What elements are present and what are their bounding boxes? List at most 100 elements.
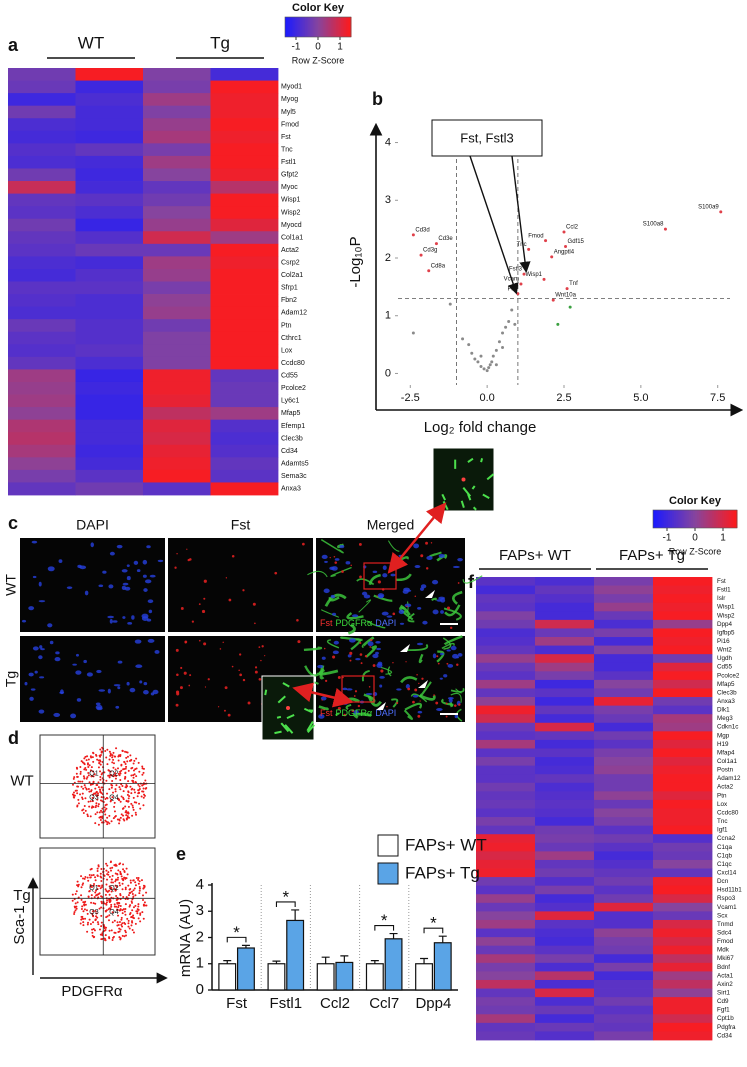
heat-cell (143, 130, 211, 144)
event (138, 787, 141, 790)
event (118, 819, 121, 822)
event (81, 780, 84, 783)
event (106, 878, 109, 881)
event (103, 937, 106, 940)
event (82, 921, 85, 924)
heat-cell (594, 602, 654, 612)
heat-cell (210, 80, 279, 94)
event (94, 806, 97, 809)
event (90, 806, 93, 809)
point-label: S100a8 (643, 222, 664, 228)
row-label: Axin2 (717, 981, 733, 988)
event (80, 915, 83, 918)
color-key-swatch (347, 17, 350, 37)
heat-cell (535, 868, 595, 878)
x-tick-label: Ccl7 (369, 995, 399, 1012)
color-key-swatch (667, 510, 671, 528)
event (92, 927, 95, 930)
heat-cell (8, 256, 76, 270)
speck (302, 542, 305, 546)
event (99, 778, 102, 781)
event (116, 921, 119, 924)
point (565, 287, 569, 291)
color-key-swatch (327, 17, 331, 37)
event (133, 759, 136, 762)
nucleus (127, 622, 133, 625)
nucleus (457, 653, 463, 657)
event (122, 790, 125, 793)
heat-cell (143, 80, 211, 94)
event (131, 921, 134, 924)
event (90, 874, 93, 877)
group-label: WT (78, 33, 104, 52)
nucleus (126, 564, 130, 568)
heat-cell (535, 602, 595, 612)
point (551, 298, 555, 302)
speck (198, 603, 201, 606)
fiber (274, 730, 282, 735)
fiber (307, 724, 315, 733)
event (77, 798, 80, 801)
roi-box (363, 562, 397, 590)
event (95, 912, 98, 915)
event (76, 785, 79, 788)
fiber (450, 687, 465, 693)
heat-cell (535, 885, 595, 895)
nucleus (75, 653, 79, 657)
heat-cell (476, 611, 536, 621)
event (86, 813, 89, 816)
event (86, 912, 89, 915)
heat-cell (653, 731, 713, 741)
row-label: Myog (281, 96, 298, 103)
event (98, 811, 101, 814)
color-key-swatch (296, 17, 299, 37)
speck (419, 700, 421, 702)
heat-cell (535, 748, 595, 758)
speck (425, 567, 429, 570)
nucleus (413, 543, 420, 549)
heat-cell (8, 181, 76, 194)
point (479, 365, 483, 369)
speck (449, 626, 453, 630)
event (93, 773, 96, 776)
speck (176, 553, 178, 555)
point (488, 363, 492, 367)
event (115, 775, 118, 778)
heat-cell (535, 997, 595, 1007)
color-key-swatch (653, 510, 656, 528)
event (128, 913, 131, 916)
nucleus (143, 681, 148, 686)
event (119, 894, 122, 897)
event (119, 779, 122, 782)
event (114, 863, 117, 866)
event (116, 908, 119, 911)
row-label: Anxa3 (717, 698, 735, 705)
event (97, 823, 100, 826)
row-label: Col1a1 (281, 234, 303, 241)
event (133, 788, 136, 791)
color-key-tick-label: 0 (315, 42, 321, 53)
row-label: Efemp1 (281, 423, 305, 430)
color-key-swatch (697, 510, 700, 528)
event (88, 890, 91, 893)
row-label: Fmod (717, 938, 734, 945)
event (127, 884, 130, 887)
nucleus (438, 596, 446, 600)
event (81, 809, 84, 812)
heat-cell (210, 231, 279, 245)
event (109, 860, 112, 863)
nucleus (38, 709, 45, 714)
event (127, 812, 130, 815)
color-key-swatch (659, 510, 662, 528)
heat-cell (535, 894, 595, 904)
heat-cell (594, 782, 654, 792)
event (110, 881, 113, 884)
event (108, 776, 111, 779)
heat-cell (653, 885, 713, 895)
point (448, 302, 452, 306)
nucleus (39, 676, 45, 679)
fiber (286, 714, 295, 720)
event (101, 821, 104, 824)
bar (218, 963, 237, 991)
heat-cell (476, 1022, 536, 1032)
